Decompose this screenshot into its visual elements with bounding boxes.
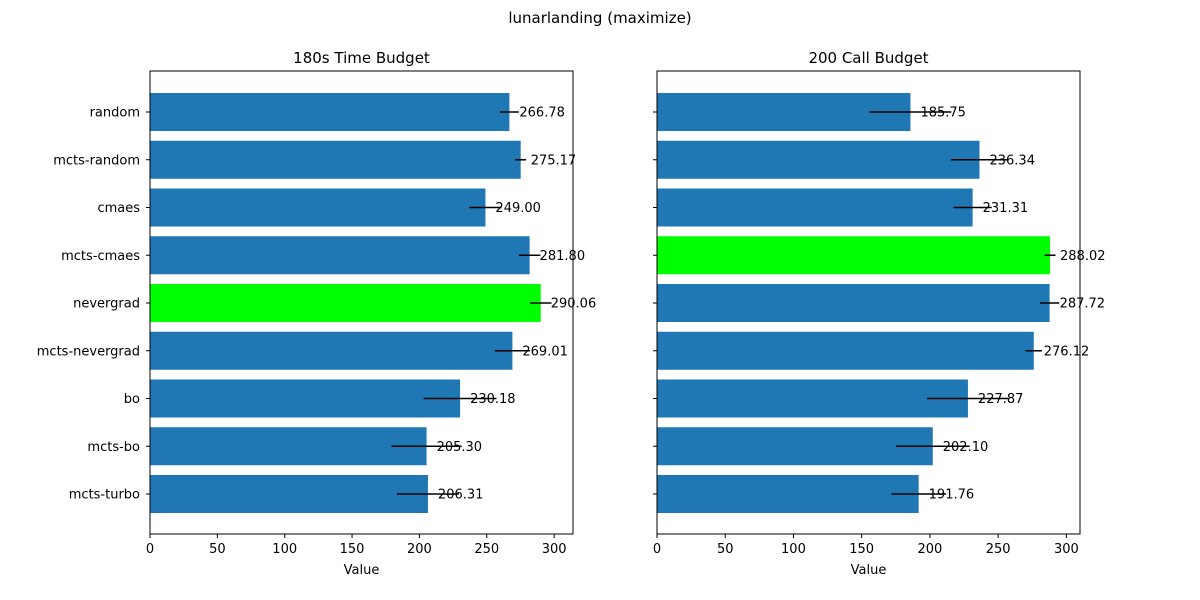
panel-time-budget: 180s Time Budget 266.78 random 275.17 mcts-r… bbox=[37, 49, 596, 578]
y-tick-label-cmaes: cmaes bbox=[97, 201, 140, 216]
x-tick-label: 0 bbox=[653, 542, 661, 557]
bar-mcts-bo bbox=[150, 427, 427, 466]
x-tick-label: 100 bbox=[272, 542, 297, 557]
x-tick-label: 0 bbox=[146, 542, 154, 557]
x-axis-label: Value bbox=[851, 563, 887, 578]
bar-mcts-random bbox=[657, 140, 980, 179]
value-label-mcts-bo: 205.30 bbox=[437, 440, 483, 455]
value-label-cmaes: 249.00 bbox=[495, 201, 540, 216]
x-tick-label: 250 bbox=[986, 542, 1011, 557]
x-tick-label: 200 bbox=[917, 542, 942, 557]
value-label-mcts-turbo: 206.31 bbox=[438, 488, 484, 503]
x-axis-label: Value bbox=[344, 563, 380, 578]
y-tick-label-bo: bo bbox=[124, 392, 140, 407]
bar-mcts-nevergrad bbox=[150, 331, 513, 370]
y-tick-label-mcts-bo: mcts-bo bbox=[87, 440, 140, 455]
bar-bo bbox=[657, 379, 968, 418]
bar-mcts-turbo bbox=[657, 475, 919, 513]
value-label-random: 185.75 bbox=[920, 106, 966, 121]
x-tick-label: 50 bbox=[717, 542, 734, 557]
figure-title: lunarlanding (maximize) bbox=[508, 9, 691, 27]
y-tick-label-mcts-turbo: mcts-turbo bbox=[69, 488, 140, 503]
x-tick-label: 150 bbox=[340, 542, 365, 557]
bar-mcts-cmaes bbox=[150, 236, 530, 275]
bar-mcts-turbo bbox=[150, 475, 428, 513]
panel-title: 180s Time Budget bbox=[293, 49, 430, 67]
bar-random bbox=[150, 93, 510, 131]
y-tick-label-mcts-random: mcts-random bbox=[53, 153, 140, 168]
value-label-mcts-cmaes: 281.80 bbox=[540, 249, 586, 264]
bar-mcts-bo bbox=[657, 427, 933, 466]
bar-mcts-random bbox=[150, 140, 521, 179]
value-label-random: 266.78 bbox=[519, 106, 565, 121]
value-label-cmaes: 231.31 bbox=[983, 201, 1029, 216]
x-tick-label: 150 bbox=[849, 542, 874, 557]
x-tick-label: 50 bbox=[209, 542, 226, 557]
panel-title: 200 Call Budget bbox=[808, 49, 928, 67]
bar-bo bbox=[150, 379, 461, 418]
y-tick-label-random: random bbox=[90, 106, 140, 121]
panel-call-budget: 200 Call Budget 185.75 236.34 231.31 288.02 2… bbox=[653, 49, 1106, 578]
axes-frame bbox=[149, 70, 574, 535]
value-label-mcts-bo: 202.10 bbox=[943, 440, 989, 455]
axes-frame bbox=[656, 70, 1081, 535]
x-tick-label: 300 bbox=[1054, 542, 1079, 557]
value-label-mcts-nevergrad: 269.01 bbox=[522, 344, 568, 359]
value-label-mcts-cmaes: 288.02 bbox=[1060, 249, 1106, 264]
x-tick-label: 300 bbox=[542, 542, 567, 557]
y-tick-label-nevergrad: nevergrad bbox=[73, 297, 140, 312]
bar-random bbox=[657, 93, 911, 131]
bar-cmaes bbox=[150, 188, 486, 227]
value-label-mcts-turbo: 191.76 bbox=[929, 488, 975, 503]
value-label-mcts-random: 236.34 bbox=[989, 153, 1035, 168]
bar-nevergrad bbox=[657, 284, 1050, 322]
value-label-mcts-random: 275.17 bbox=[531, 153, 577, 168]
x-tick-label: 100 bbox=[781, 542, 806, 557]
value-label-bo: 227.87 bbox=[978, 392, 1024, 407]
x-tick-label: 200 bbox=[407, 542, 432, 557]
value-label-nevergrad: 287.72 bbox=[1060, 297, 1106, 312]
bar-nevergrad bbox=[150, 284, 541, 322]
bar-mcts-nevergrad bbox=[657, 331, 1034, 370]
y-tick-label-mcts-cmaes: mcts-cmaes bbox=[61, 249, 140, 264]
value-label-bo: 230.18 bbox=[470, 392, 516, 407]
y-tick-label-mcts-nevergrad: mcts-nevergrad bbox=[37, 344, 140, 359]
x-tick-label: 250 bbox=[474, 542, 499, 557]
value-label-mcts-nevergrad: 276.12 bbox=[1044, 344, 1090, 359]
bar-cmaes bbox=[657, 188, 973, 227]
bar-mcts-cmaes bbox=[657, 236, 1051, 275]
